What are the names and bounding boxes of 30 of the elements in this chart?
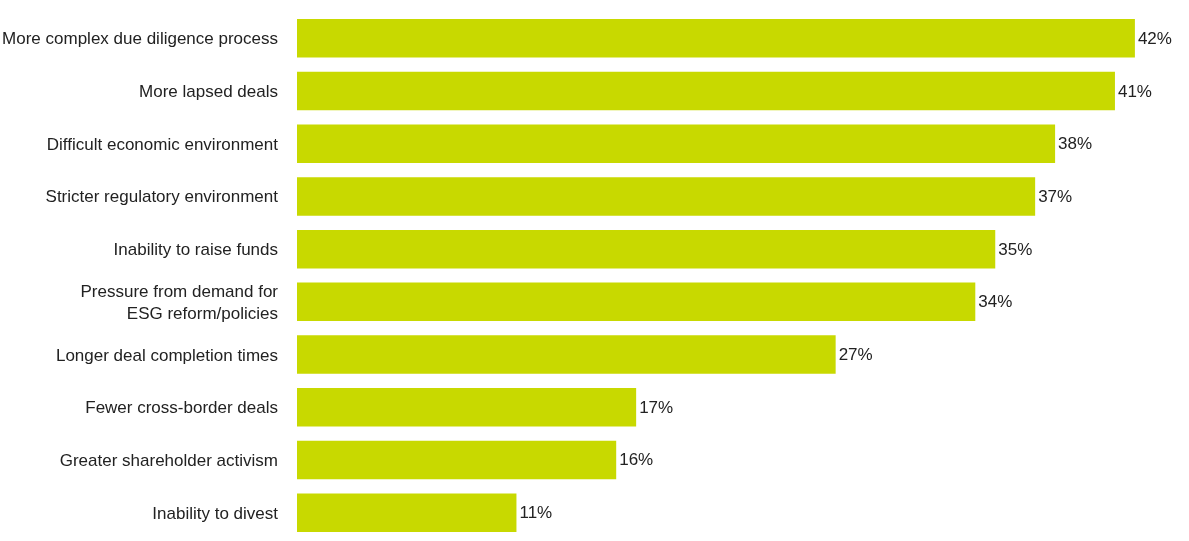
data-label: 41%	[1117, 81, 1152, 101]
bar	[297, 19, 1135, 58]
y-tick-label: Fewer cross-border deals	[85, 398, 278, 418]
y-tick-label: Longer deal completion times	[55, 345, 278, 365]
y-tick-label: Stricter regulatory environment	[45, 187, 279, 207]
y-tick-label: Inability to divest	[152, 503, 279, 523]
y-tick-label: More complex due diligence process	[2, 29, 278, 49]
bar	[297, 124, 1056, 163]
data-label: 34%	[978, 292, 1013, 312]
y-tick-label: Greater shareholder activism	[59, 450, 278, 470]
data-label: 42%	[1137, 28, 1172, 48]
data-label: 37%	[1038, 186, 1073, 206]
data-label: 38%	[1058, 134, 1093, 154]
bar	[297, 335, 836, 374]
bar	[297, 71, 1115, 111]
y-tick-label: Pressure from demand for ESG reform/policies	[80, 281, 279, 323]
y-tick-label: Difficult economic environment	[46, 134, 279, 154]
data-label: 35%	[998, 239, 1033, 259]
bar	[297, 229, 996, 269]
bar	[297, 282, 976, 322]
bar	[297, 493, 517, 532]
data-label: 27%	[838, 345, 873, 365]
y-tick-label: More lapsed deals	[139, 82, 278, 101]
data-label: 16%	[619, 450, 654, 470]
data-label: 11%	[519, 503, 553, 523]
bar	[297, 440, 617, 480]
bar	[297, 177, 1036, 216]
data-label: 17%	[639, 397, 674, 417]
bar	[297, 388, 637, 427]
y-tick-label: Inability to raise funds	[113, 240, 278, 260]
